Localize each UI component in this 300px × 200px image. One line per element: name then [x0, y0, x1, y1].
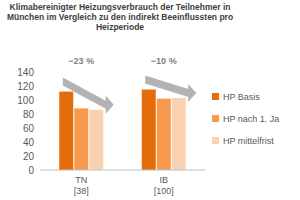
- y-tick: [36, 128, 38, 129]
- category-line: IB: [159, 175, 168, 185]
- legend-swatch: [212, 93, 219, 100]
- category-line: [100]: [154, 186, 174, 196]
- y-tick: [36, 86, 38, 87]
- annotation: −10 %: [151, 56, 177, 66]
- y-tick: [36, 100, 38, 101]
- legend-swatch: [212, 115, 219, 122]
- title-line: München im Vergleich zu den indirekt Bee…: [7, 12, 233, 22]
- legend-swatch: [212, 137, 219, 144]
- bar: [89, 110, 103, 170]
- legend-label: HP mittelfrist: [223, 136, 274, 146]
- y-tick: [36, 72, 38, 73]
- bar: [59, 92, 73, 170]
- category-line: [38]: [74, 186, 89, 196]
- y-tick: [36, 156, 38, 157]
- y-tick-label: 0: [28, 165, 34, 176]
- legend-label: HP nach 1. Ja: [223, 114, 279, 124]
- trend-arrow: [145, 76, 196, 102]
- annotation: −23 %: [68, 56, 94, 66]
- category-line: TN: [75, 175, 87, 185]
- legend-label: HP Basis: [223, 92, 260, 102]
- y-tick-label: 20: [23, 151, 35, 162]
- category-label: IB[100]: [154, 175, 174, 196]
- y-tick: [36, 170, 38, 171]
- title: Klimabereinigter Heizungsverbrauch der T…: [7, 2, 233, 32]
- bar: [142, 90, 156, 171]
- trend-arrow: [63, 78, 114, 114]
- title-line: Heizperiode: [96, 22, 144, 32]
- bar: [157, 99, 171, 170]
- bar: [172, 98, 186, 170]
- title-line: Klimabereinigter Heizungsverbrauch der T…: [10, 2, 231, 12]
- y-tick-label: 80: [23, 109, 35, 120]
- category-label: TN[38]: [74, 175, 89, 196]
- y-tick-label: 140: [17, 67, 34, 78]
- bar: [74, 108, 88, 170]
- y-tick-label: 40: [23, 137, 35, 148]
- chart: Klimabereinigter Heizungsverbrauch der T…: [0, 0, 300, 200]
- x-axis: [40, 170, 205, 171]
- y-tick: [36, 142, 38, 143]
- bars: [59, 90, 186, 171]
- y-tick: [36, 114, 38, 115]
- y-tick-label: 100: [17, 95, 34, 106]
- y-tick-label: 60: [23, 123, 35, 134]
- y-tick-label: 120: [17, 81, 34, 92]
